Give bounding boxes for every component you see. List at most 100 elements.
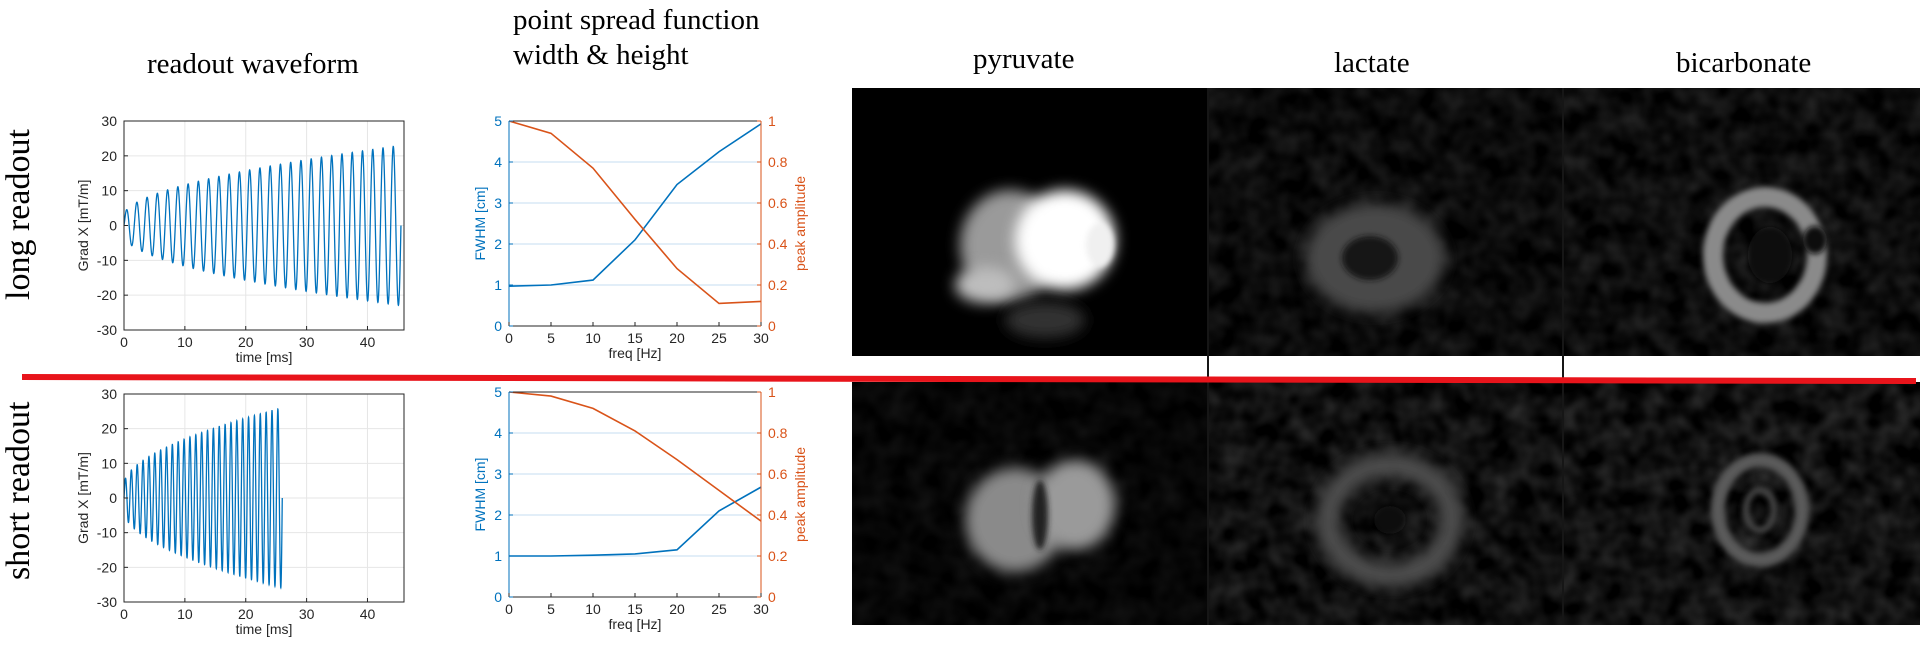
y-tick-label: 30 xyxy=(101,386,117,402)
y-tick-label-left: 5 xyxy=(494,384,502,400)
title-psf-line2: width & height xyxy=(513,39,689,71)
x-tick-label: 0 xyxy=(120,606,128,622)
x-tick-label: 20 xyxy=(669,601,685,617)
y-tick-label-left: 2 xyxy=(494,236,502,252)
y-tick-label: -30 xyxy=(97,322,117,338)
y-tick-label-right: 0.6 xyxy=(768,195,788,211)
y-tick-label-right: 0 xyxy=(768,318,776,334)
plot-area xyxy=(509,121,761,326)
y-axis-label: Grad X [mT/m] xyxy=(75,452,91,544)
noise-lactate-bottom xyxy=(1208,382,1563,625)
y-tick-label: 10 xyxy=(101,455,117,471)
y-tick-label-left: 4 xyxy=(494,425,502,441)
x-tick-label: 25 xyxy=(711,601,727,617)
x-tick-label: 20 xyxy=(669,330,685,346)
y-axis-label-left: FWHM [cm] xyxy=(472,458,488,532)
y-tick-label-left: 2 xyxy=(494,507,502,523)
y-tick-label-right: 1 xyxy=(768,384,776,400)
y-tick-label-right: 0.4 xyxy=(768,236,788,252)
y-tick-label: -30 xyxy=(97,594,117,610)
peak-amplitude-line xyxy=(508,120,762,305)
x-axis-label: time [ms] xyxy=(236,621,293,637)
waveform-line xyxy=(123,145,402,307)
y-tick-label-right: 1 xyxy=(768,113,776,129)
y-tick-label-right: 0.8 xyxy=(768,425,788,441)
row-label-long: long readout xyxy=(0,129,37,300)
title-bicarbonate: bicarbonate xyxy=(1676,47,1812,79)
y-tick-label-right: 0.4 xyxy=(768,507,788,523)
bicarbonate-short-image xyxy=(1711,453,1809,567)
x-tick-label: 30 xyxy=(299,606,315,622)
x-tick-label: 0 xyxy=(120,334,128,350)
y-tick-label-left: 0 xyxy=(494,589,502,605)
lactate-short-image xyxy=(1316,453,1464,587)
lactate-long-image xyxy=(1305,203,1445,313)
x-tick-label: 20 xyxy=(238,606,254,622)
row-label-short: short readout xyxy=(0,401,37,580)
title-psf-line1: point spread function xyxy=(513,4,760,36)
bicarbonate-long-image xyxy=(1703,187,1827,323)
y-tick-label-left: 4 xyxy=(494,154,502,170)
mri-image-grid xyxy=(852,88,1920,625)
y-tick-label-left: 1 xyxy=(494,548,502,564)
y-tick-label: -20 xyxy=(97,287,117,303)
x-tick-label: 40 xyxy=(360,334,376,350)
y-tick-label: 20 xyxy=(101,148,117,164)
x-tick-label: 10 xyxy=(177,334,193,350)
x-axis-label: time [ms] xyxy=(236,349,293,365)
x-tick-label: 30 xyxy=(299,334,315,350)
x-tick-label: 20 xyxy=(238,334,254,350)
title-lactate: lactate xyxy=(1334,47,1410,79)
title-pyruvate: pyruvate xyxy=(973,43,1075,75)
y-tick-label: -20 xyxy=(97,559,117,575)
y-axis-label-right: peak amplitude xyxy=(792,447,808,542)
x-tick-label: 40 xyxy=(360,606,376,622)
waveform-line xyxy=(123,407,283,590)
row-divider xyxy=(21,374,1917,384)
title-readout-waveform: readout waveform xyxy=(147,48,359,80)
y-tick-label-right: 0.8 xyxy=(768,154,788,170)
waveform-long-chart: 0 10 20 30 40 -30 -20 -10 0 10 20 30 time [ms] Grad X… xyxy=(75,113,405,365)
pyruvate-short-image xyxy=(965,460,1115,572)
waveform-short-chart: 0 10 20 30 40 -30 -20 -10 0 10 20 30 time [ms] Grad X… xyxy=(75,386,405,637)
fwhm-line xyxy=(509,486,762,557)
y-tick-label: -10 xyxy=(97,252,117,268)
x-tick-label: 5 xyxy=(547,330,555,346)
x-axis-label: freq [Hz] xyxy=(609,616,662,632)
x-tick-label: 15 xyxy=(627,601,643,617)
y-tick-label: 10 xyxy=(101,183,117,199)
y-tick-label-right: 0.2 xyxy=(768,277,788,293)
peak-amplitude-line xyxy=(508,391,762,522)
y-tick-label-right: 0.2 xyxy=(768,548,788,564)
y-tick-label-left: 3 xyxy=(494,195,502,211)
x-tick-label: 10 xyxy=(585,601,601,617)
y-tick-label-left: 0 xyxy=(494,318,502,334)
x-tick-label: 15 xyxy=(627,330,643,346)
y-tick-label-left: 5 xyxy=(494,113,502,129)
x-tick-label: 10 xyxy=(585,330,601,346)
y-tick-label-left: 3 xyxy=(494,466,502,482)
y-tick-label: 30 xyxy=(101,113,117,129)
y-axis-label-right: peak amplitude xyxy=(792,176,808,271)
y-tick-label-right: 0 xyxy=(768,589,776,605)
y-axis-label-left: FWHM [cm] xyxy=(472,187,488,261)
x-tick-label: 10 xyxy=(177,606,193,622)
x-tick-label: 5 xyxy=(547,601,555,617)
x-tick-label: 30 xyxy=(753,330,769,346)
x-tick-label: 25 xyxy=(711,330,727,346)
y-tick-label: 20 xyxy=(101,421,117,437)
y-tick-label: 0 xyxy=(109,490,117,506)
x-tick-label: 0 xyxy=(505,601,513,617)
x-tick-label: 0 xyxy=(505,330,513,346)
noise-bicarb-bottom xyxy=(1563,382,1920,625)
plot-area xyxy=(509,392,761,597)
y-tick-label: 0 xyxy=(109,218,117,234)
y-axis-label: Grad X [mT/m] xyxy=(75,180,91,272)
y-tick-label-left: 1 xyxy=(494,277,502,293)
pyruvate-long-image xyxy=(955,190,1115,338)
y-tick-label: -10 xyxy=(97,525,117,541)
fwhm-line xyxy=(508,123,762,288)
